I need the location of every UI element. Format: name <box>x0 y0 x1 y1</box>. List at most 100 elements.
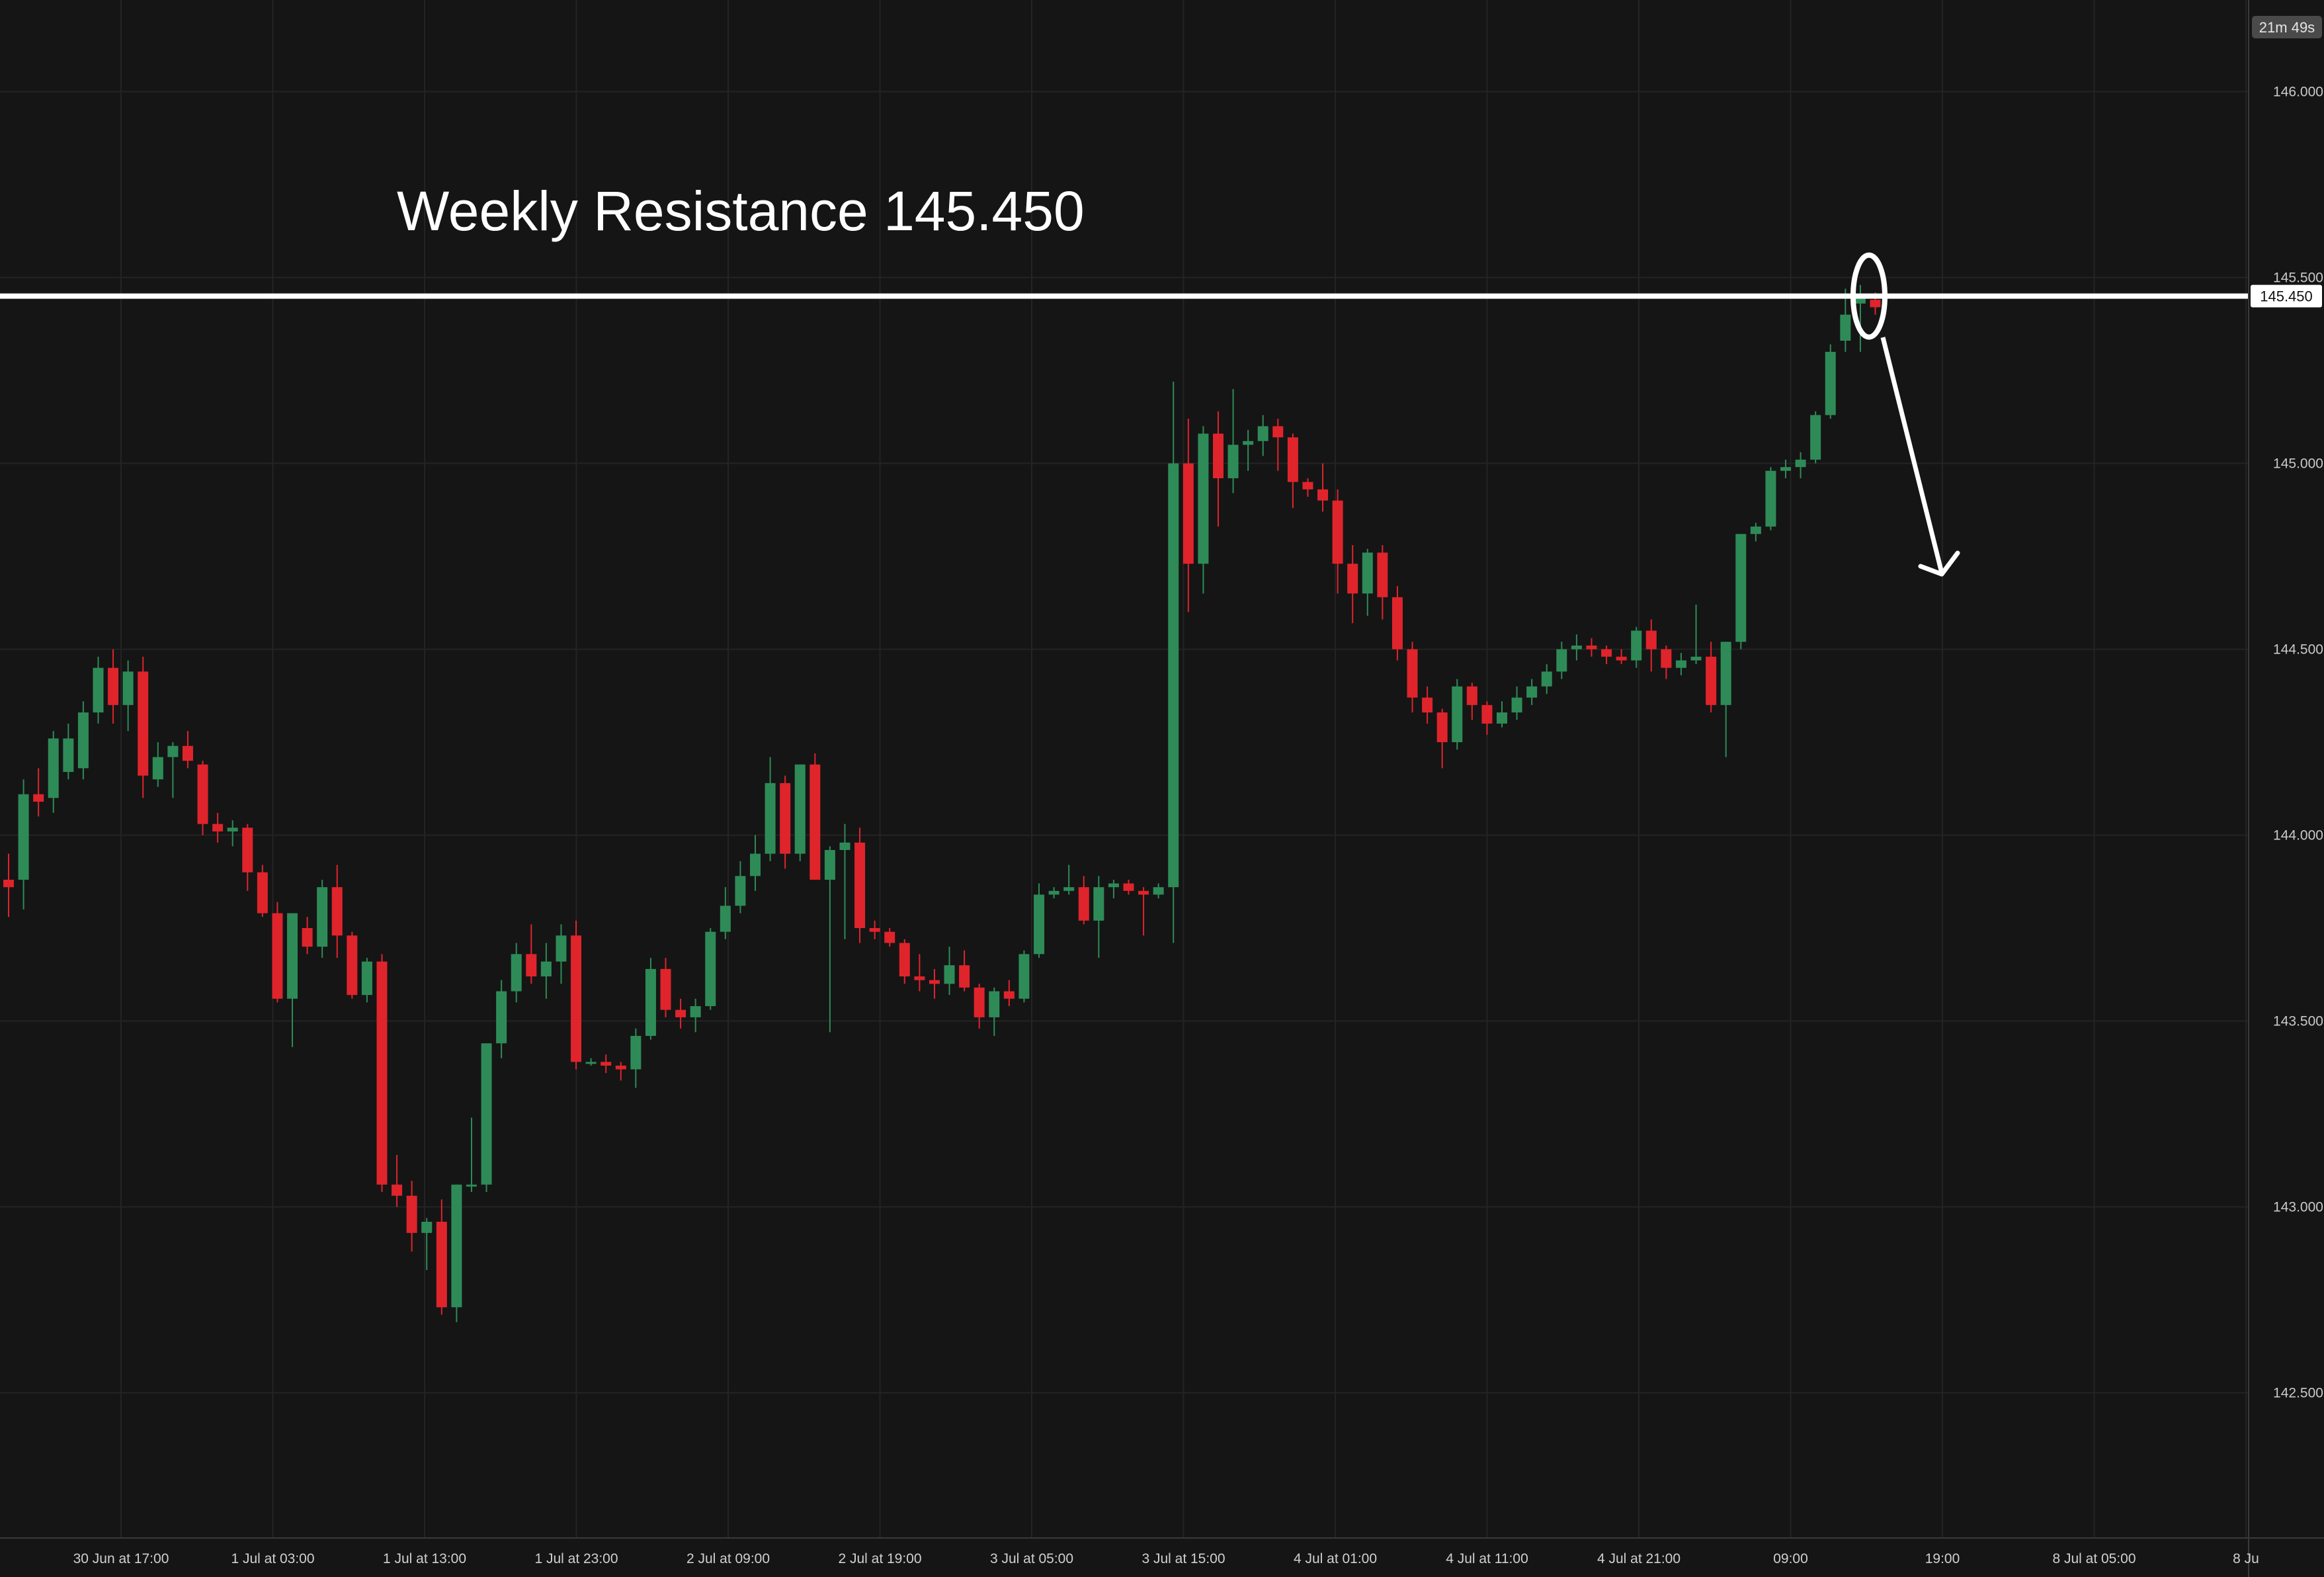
candle[interactable] <box>3 853 14 917</box>
candle[interactable] <box>1616 649 1627 664</box>
candle[interactable] <box>1735 534 1747 650</box>
candle[interactable] <box>227 820 238 847</box>
candle[interactable] <box>540 943 552 999</box>
candle[interactable] <box>929 968 940 999</box>
candle[interactable] <box>1601 645 1612 664</box>
candle[interactable] <box>1690 605 1702 664</box>
candle[interactable] <box>1168 381 1179 943</box>
candle[interactable] <box>361 957 372 1003</box>
candle[interactable] <box>884 928 895 947</box>
candle[interactable] <box>167 742 179 798</box>
candle[interactable] <box>1675 653 1686 675</box>
candle[interactable] <box>287 913 298 1047</box>
candle[interactable] <box>1108 879 1119 899</box>
candle[interactable] <box>585 1058 597 1066</box>
candle[interactable] <box>1422 686 1433 724</box>
candle[interactable] <box>376 954 388 1193</box>
candle[interactable] <box>839 824 851 939</box>
down-arrow[interactable] <box>1880 337 1960 577</box>
candle[interactable] <box>93 656 104 724</box>
candle[interactable] <box>1526 679 1538 705</box>
candle[interactable] <box>974 984 985 1029</box>
candle[interactable] <box>630 1028 642 1088</box>
candle[interactable] <box>1466 683 1477 720</box>
candle[interactable] <box>212 812 224 843</box>
candle[interactable] <box>1810 411 1821 464</box>
candle[interactable] <box>481 1043 492 1193</box>
candle[interactable] <box>1511 686 1522 720</box>
candle[interactable] <box>1436 708 1448 769</box>
candle[interactable] <box>645 957 656 1040</box>
candle[interactable] <box>1153 883 1164 899</box>
candle[interactable] <box>1586 638 1597 657</box>
candle[interactable] <box>436 1199 447 1315</box>
candle[interactable] <box>615 1062 626 1081</box>
candle[interactable] <box>809 753 821 880</box>
candle[interactable] <box>421 1218 433 1271</box>
candle[interactable] <box>138 656 149 798</box>
candle[interactable] <box>1765 467 1776 531</box>
candle[interactable] <box>959 950 970 992</box>
candle[interactable] <box>1183 419 1194 613</box>
candle[interactable] <box>526 924 537 984</box>
candle[interactable] <box>1645 619 1657 672</box>
candle[interactable] <box>1720 642 1731 757</box>
candle[interactable] <box>1003 980 1015 1007</box>
candle[interactable] <box>1243 429 1254 471</box>
candle[interactable] <box>1034 883 1045 958</box>
candle[interactable] <box>1541 663 1552 694</box>
candle[interactable] <box>1018 950 1030 1003</box>
candle[interactable] <box>1347 545 1358 624</box>
candle[interactable] <box>317 879 328 958</box>
candle[interactable] <box>1391 585 1403 661</box>
candle[interactable] <box>1138 887 1149 936</box>
candle[interactable] <box>1750 523 1761 542</box>
candle[interactable] <box>1795 452 1806 478</box>
candle[interactable] <box>1123 879 1134 895</box>
candle[interactable] <box>1497 701 1507 728</box>
circle-marker[interactable] <box>1850 252 1888 340</box>
candle[interactable] <box>735 861 746 914</box>
candle[interactable] <box>1840 288 1851 352</box>
candle[interactable] <box>1377 545 1388 620</box>
candle[interactable] <box>242 824 253 891</box>
candle[interactable] <box>1078 876 1089 925</box>
candle[interactable] <box>1093 876 1104 958</box>
candle[interactable] <box>272 902 283 1003</box>
candle[interactable] <box>914 954 925 992</box>
candle[interactable] <box>302 917 313 955</box>
candle[interactable] <box>556 924 567 984</box>
candle[interactable] <box>406 1181 417 1252</box>
candle[interactable] <box>675 998 686 1029</box>
candle[interactable] <box>571 920 582 1070</box>
candle[interactable] <box>1287 433 1298 508</box>
candle[interactable] <box>660 957 671 1017</box>
candle[interactable] <box>197 761 208 835</box>
candle[interactable] <box>1302 478 1313 497</box>
candle[interactable] <box>869 920 880 939</box>
candle[interactable] <box>1257 415 1268 456</box>
candle[interactable] <box>108 649 119 724</box>
candle[interactable] <box>854 828 866 943</box>
candle[interactable] <box>1227 389 1239 493</box>
candle[interactable] <box>765 757 776 861</box>
candle[interactable] <box>1063 865 1075 895</box>
candle[interactable] <box>1780 459 1792 478</box>
candle[interactable] <box>1317 463 1329 512</box>
candle[interactable] <box>1452 679 1463 750</box>
candle[interactable] <box>1332 489 1343 594</box>
candle[interactable] <box>331 865 343 958</box>
candle[interactable] <box>122 660 134 732</box>
candle[interactable] <box>720 887 731 939</box>
candle[interactable] <box>1198 426 1209 594</box>
candle[interactable] <box>451 1184 462 1322</box>
candle[interactable] <box>1706 642 1717 713</box>
candle[interactable] <box>152 742 163 787</box>
candle[interactable] <box>1481 701 1493 735</box>
candle[interactable] <box>794 764 806 861</box>
candle[interactable] <box>1556 642 1567 679</box>
candle[interactable] <box>1407 642 1418 713</box>
candle[interactable] <box>257 865 268 917</box>
